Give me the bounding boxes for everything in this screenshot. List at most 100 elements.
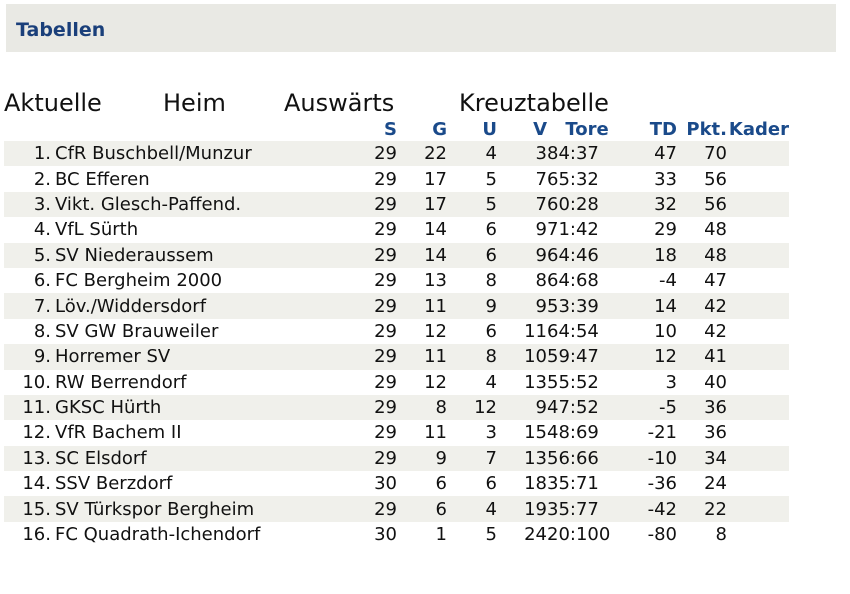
goal-difference-cell: -42: [627, 496, 677, 522]
table-row: 9. Horremer SV 29 11 8 10 59:47 12 41: [4, 344, 789, 370]
games-played-cell: 29: [357, 394, 397, 421]
games-played-cell: 29: [374, 422, 397, 444]
losses-cell: 9: [497, 293, 547, 319]
goal-difference-cell: -10: [627, 445, 677, 472]
table-row: 2. BC Efferen 29 17 5 7 65:32 33 56: [4, 166, 789, 191]
wins-cell: 6: [397, 496, 447, 522]
team-cell: 14. SSV Berzdorf: [4, 471, 357, 496]
table-row: 16. FC Quadrath-Ichendorf 30 1 5 24 20:100 -80 8: [4, 522, 789, 547]
losses-cell: 9: [535, 219, 547, 241]
games-played-cell: 29: [357, 141, 397, 167]
team-name: FC Quadrath-Ichendorf: [55, 524, 261, 546]
wins-cell: 11: [397, 293, 447, 319]
points-cell: 8: [715, 524, 727, 546]
team-cell: 7. Löv./Widdersdorf: [4, 293, 357, 319]
games-played-cell: 29: [374, 270, 397, 292]
tab-heim[interactable]: Heim: [163, 89, 226, 117]
losses-cell: 15: [524, 422, 547, 444]
team-name: VfL Sürth: [55, 219, 139, 241]
games-played-cell: 29: [357, 344, 397, 370]
team-cell: 16. FC Quadrath-Ichendorf: [4, 522, 357, 547]
points-cell: 36: [704, 422, 727, 444]
goal-difference-cell: 10: [654, 320, 677, 342]
goal-difference-cell: -36: [647, 473, 677, 495]
tab-kreuztabelle[interactable]: Kreuztabelle: [459, 89, 609, 117]
table-row: 15. SV Türkspor Bergheim 29 6 4 19 35:77 -42 22: [4, 496, 789, 522]
goals-cell: 64:46: [547, 242, 627, 268]
wins-cell: 9: [397, 445, 447, 472]
games-played-cell: 29: [374, 371, 397, 393]
kader-cell: [727, 268, 789, 293]
team-cell: 13. SC Elsdorf: [4, 445, 357, 472]
table-row: 11. GKSC Hürth 29 8 12 9 47:52 -5 36: [4, 394, 789, 421]
table-row: 12. VfR Bachem II 29 11 3 15 48:69 -21 36: [4, 420, 789, 445]
losses-cell: 13: [524, 371, 547, 393]
rank: 13.: [22, 447, 51, 469]
team-name: Horremer SV: [55, 346, 171, 368]
rank: 12.: [22, 422, 51, 444]
table-row: 3. Vikt. Glesch-Paffend. 29 17 5 7 60:28 32 56: [4, 191, 789, 218]
wins-cell: 6: [435, 473, 447, 495]
table-row: 5. SV Niederaussem 29 14 6 9 64:46 18 48: [4, 242, 789, 268]
points-cell: 70: [677, 141, 727, 167]
goals-cell: 56:66: [547, 445, 627, 472]
losses-cell: 7: [535, 168, 547, 190]
points-cell: 56: [704, 168, 727, 190]
rank: 9.: [33, 346, 51, 368]
kader-cell: [727, 344, 789, 370]
points-cell: 48: [677, 242, 727, 268]
table-row: 10. RW Berrendorf 29 12 4 13 55:52 3 40: [4, 370, 789, 395]
rank: 7.: [33, 295, 51, 317]
kader-cell: [727, 191, 789, 218]
games-played-cell: 29: [357, 496, 397, 522]
losses-cell: 10: [497, 344, 547, 370]
column-header-pkt: Pkt.: [686, 118, 727, 140]
team-name: Löv./Widdersdorf: [55, 295, 207, 317]
losses-cell: 8: [535, 270, 547, 292]
goals-cell: 64:68: [547, 270, 599, 292]
games-played-cell: 29: [374, 320, 397, 342]
team-cell: 2. BC Efferen: [4, 166, 357, 191]
wins-cell: 11: [424, 422, 447, 444]
wins-cell: 14: [397, 242, 447, 268]
table-row: 13. SC Elsdorf 29 9 7 13 56:66 -10 34: [4, 445, 789, 472]
table-row: 14. SSV Berzdorf 30 6 6 18 35:71 -36 24: [4, 471, 789, 496]
kader-cell: [727, 141, 789, 167]
losses-cell: 3: [497, 141, 547, 167]
draws-cell: 9: [447, 293, 497, 319]
team-name: SC Elsdorf: [55, 447, 147, 469]
losses-cell: 24: [524, 524, 547, 546]
wins-cell: 1: [435, 524, 447, 546]
team-name: FC Bergheim 2000: [55, 270, 223, 292]
kader-cell: [727, 471, 789, 496]
team-cell: 9. Horremer SV: [4, 344, 357, 370]
losses-cell: 18: [524, 473, 547, 495]
tab-auswaerts[interactable]: Auswärts: [284, 89, 395, 117]
kader-cell: [727, 522, 789, 547]
rank: 16.: [22, 524, 51, 546]
wins-cell: 13: [424, 270, 447, 292]
team-name: SV Niederaussem: [55, 244, 214, 266]
column-header-v: V: [533, 118, 547, 140]
losses-cell: 9: [497, 394, 547, 421]
draws-cell: 5: [485, 168, 497, 190]
rank: 14.: [22, 473, 51, 495]
points-cell: 42: [677, 293, 727, 319]
wins-cell: 8: [397, 394, 447, 421]
goals-cell: 53:39: [547, 293, 627, 319]
team-cell: 6. FC Bergheim 2000: [4, 268, 357, 293]
draws-cell: 6: [485, 320, 497, 342]
wins-cell: 12: [424, 371, 447, 393]
goal-difference-cell: -5: [627, 394, 677, 421]
rank: 5.: [33, 244, 51, 266]
points-cell: 41: [677, 344, 727, 370]
points-cell: 34: [677, 445, 727, 472]
losses-cell: 11: [524, 320, 547, 342]
team-cell: 10. RW Berrendorf: [4, 370, 357, 395]
tab-aktuelle[interactable]: Aktuelle: [4, 89, 102, 117]
kader-cell: [727, 370, 789, 395]
column-header-kader[interactable]: Kader: [728, 118, 789, 140]
points-cell: 22: [677, 496, 727, 522]
column-header-s: S: [384, 118, 397, 140]
goals-cell: 47:52: [547, 394, 627, 421]
